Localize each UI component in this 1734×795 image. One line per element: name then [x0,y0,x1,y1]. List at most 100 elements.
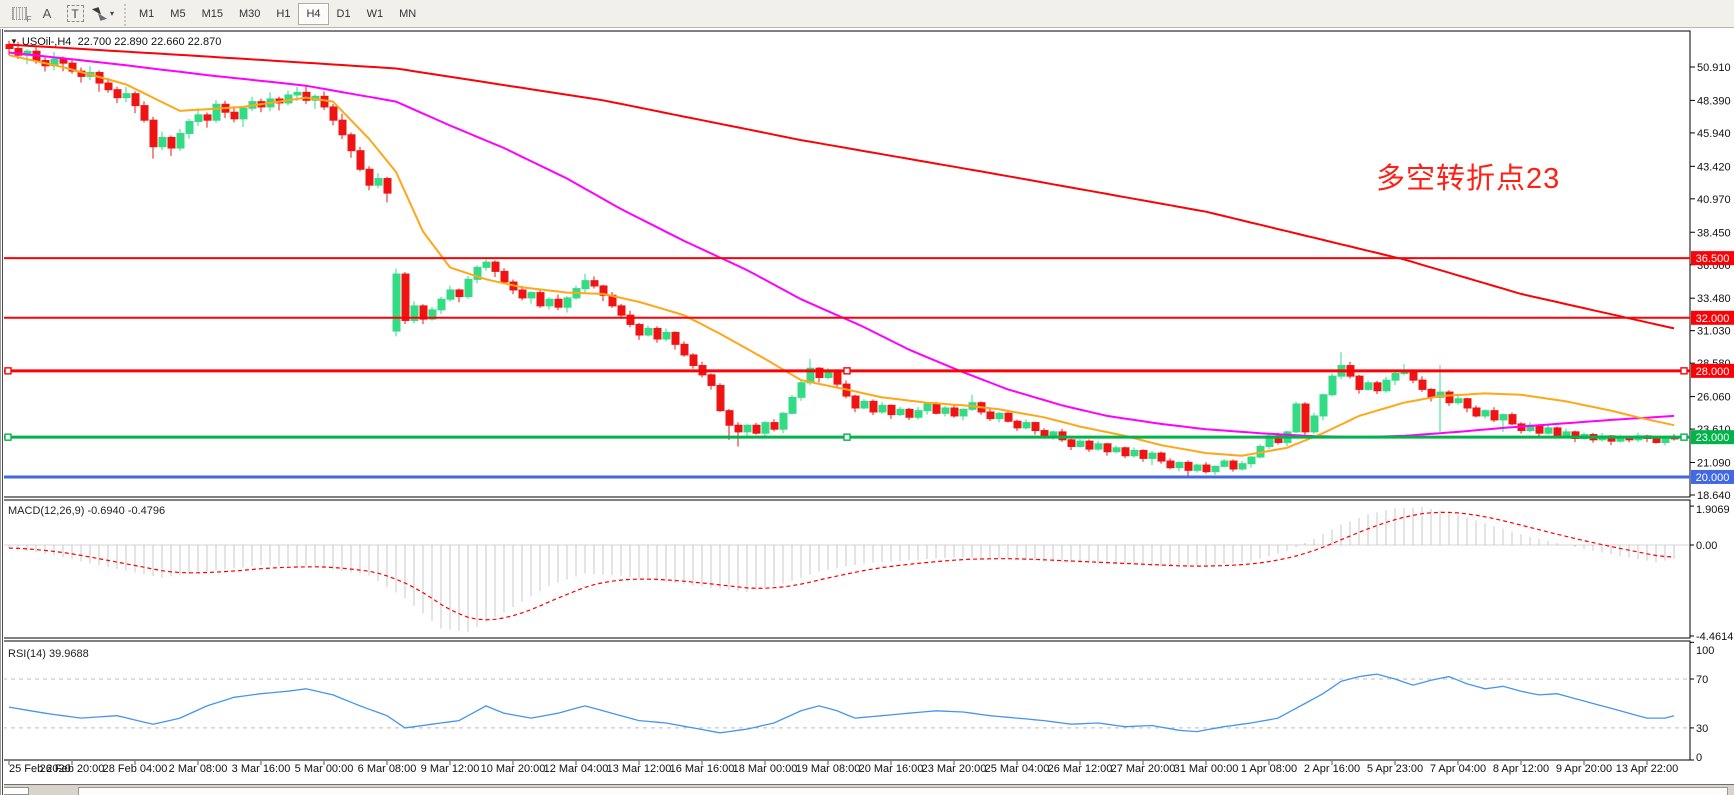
chart-window[interactable]: 1.9069 0.00 -4.4614 100 70 30 0 50.910 48.390 45.… [0,29,1734,795]
symbol-name: USOil-,H4 [21,36,72,48]
date-tick-label: 12 Mar 04:00 [544,763,609,775]
date-tick-label: 16 Mar 16:00 [670,763,735,775]
price-tick-label: 31.030 [1697,326,1731,338]
arrow-objects-icon[interactable]: ▾ [90,3,116,25]
rsi-scale-label: 100 [1696,645,1714,657]
timeframe-button-m30[interactable]: M30 [238,7,261,20]
price-tick-label: 50.910 [1697,62,1731,74]
macd-scale-label: -4.4614 [1696,631,1733,643]
rsi-line [8,673,1675,734]
symbol-header[interactable]: ▼ USOil-,H4 22.700 22.890 22.660 22.870 [10,36,221,48]
price-badge-label: 20.000 [1696,472,1730,484]
price-tick-label: 21.090 [1697,458,1731,470]
price-tick-label: 18.640 [1697,490,1731,502]
date-tick-label: 7 Apr 04:00 [1430,763,1486,775]
date-tick-label: 3 Mar 16:00 [232,763,291,775]
date-tick-label: 5 Mar 00:00 [295,763,354,775]
macd-panel[interactable] [2,499,1691,639]
date-tick-label: 25 Feb 2020 [9,763,71,775]
t-glyph: T [66,5,84,22]
toolbar: F A T ▾ M1 M5 M15 M30 H1 H4 D1 W1 MN [0,0,1734,28]
date-tick-label: 9 Mar 12:00 [421,763,480,775]
date-tick-label: 10 Mar 20:00 [481,763,546,775]
date-tick-label: 26 Feb 20:00 [40,763,105,775]
date-tick-label: 13 Apr 22:00 [1616,763,1678,775]
price-badge [1691,363,1734,378]
price-badge [1691,469,1734,484]
rsi-indicator-label: RSI(14) 39.9688 [8,648,89,660]
rsi-panel[interactable] [2,640,1691,761]
price-tick-label: 26.060 [1697,392,1731,404]
date-tick-label: 26 Mar 12:00 [1048,763,1113,775]
date-tick-label: 6 Mar 08:00 [358,763,417,775]
hline-handle[interactable] [843,433,851,441]
bottom-strip-box[interactable] [2,787,29,795]
price-tick-label: 38.450 [1697,227,1731,239]
timeframe-group: M1 M5 M15 M30 H1 H4 D1 W1 MN [131,2,424,25]
date-tick-label: 20 Mar 16:00 [859,763,924,775]
timeframe-button-h1[interactable]: H1 [276,7,291,20]
date-tick-label: 25 Mar 04:00 [985,763,1050,775]
chevron-down-icon[interactable]: ▾ [109,9,114,18]
price-badge [1691,310,1734,325]
timeframe-button-m1[interactable]: M1 [139,7,155,20]
toolbar-separator [122,1,127,26]
timeframe-button-m15[interactable]: M15 [201,7,223,20]
hline-handle[interactable] [1680,433,1688,441]
date-tick-label: 31 Mar 00:00 [1174,763,1239,775]
price-badge [1691,251,1734,266]
price-badge [1691,430,1734,445]
date-tick-label: 8 Apr 12:00 [1493,763,1549,775]
timeframe-button-w1[interactable]: W1 [366,7,384,20]
chevron-down-icon[interactable]: ▼ [10,37,18,46]
date-tick-label: 13 Mar 12:00 [607,763,672,775]
timeframe-button-m5[interactable]: M5 [170,7,186,20]
hline-handle[interactable] [1680,367,1688,375]
price-badge-label: 32.000 [1696,313,1730,325]
price-tick-label: 40.970 [1697,194,1731,206]
date-tick-label: 2 Apr 16:00 [1304,763,1360,775]
price-tick-label: 48.390 [1697,95,1731,107]
hline-handle[interactable] [4,433,12,441]
bottom-strip-panel[interactable] [78,787,1728,795]
hline-handle[interactable] [843,367,851,375]
macd-indicator-label: MACD(12,26,9) -0.6940 -0.4796 [8,505,166,517]
timeframe-button-d1[interactable]: D1 [336,7,351,20]
main-panel[interactable] [2,30,1691,498]
date-tick-label: 9 Apr 20:00 [1556,763,1612,775]
macd-signal-line [8,511,1675,621]
date-tick-label: 1 Apr 08:00 [1241,763,1297,775]
macd-scale-label: 1.9069 [1696,504,1730,516]
arrows-glyph [91,6,108,21]
date-tick-label: 28 Feb 04:00 [103,763,168,775]
price-badge-label: 36.500 [1696,253,1730,265]
text-object-tool-icon[interactable]: T [62,3,88,25]
symbol-ohlc: 22.700 22.890 22.660 22.870 [77,36,222,48]
rsi-scale-label: 30 [1696,723,1708,735]
price-tick-label: 33.480 [1697,293,1731,305]
text-label-tool-icon[interactable]: A [42,6,52,21]
templates-grid-icon[interactable]: F [6,3,32,25]
window-left-edge [0,29,4,795]
timeframe-button-h4[interactable]: H4 [298,2,329,25]
date-tick-label: 5 Apr 23:00 [1367,763,1423,775]
date-tick-label: 19 Mar 08:00 [796,763,861,775]
timeframe-button-mn[interactable]: MN [399,7,417,20]
grid-f-label: F [26,15,32,24]
date-tick-label: 18 Mar 00:00 [733,763,798,775]
rsi-scale-label: 0 [1696,752,1702,764]
price-tick-label: 43.420 [1697,161,1731,173]
date-tick-label: 27 Mar 20:00 [1111,763,1176,775]
hline-handle[interactable] [4,367,12,375]
price-badge-label: 23.000 [1696,432,1730,444]
ma-orange [8,54,1675,457]
price-badge-label: 28.000 [1696,366,1730,378]
date-tick-label: 23 Mar 20:00 [922,763,987,775]
date-tick-label: 2 Mar 08:00 [169,763,228,775]
bottom-panel-strip [0,784,1734,795]
rsi-scale-label: 70 [1696,674,1708,686]
price-tick-label: 45.940 [1697,128,1731,140]
chart-annotation-text[interactable]: 多空转折点23 [1376,163,1561,195]
